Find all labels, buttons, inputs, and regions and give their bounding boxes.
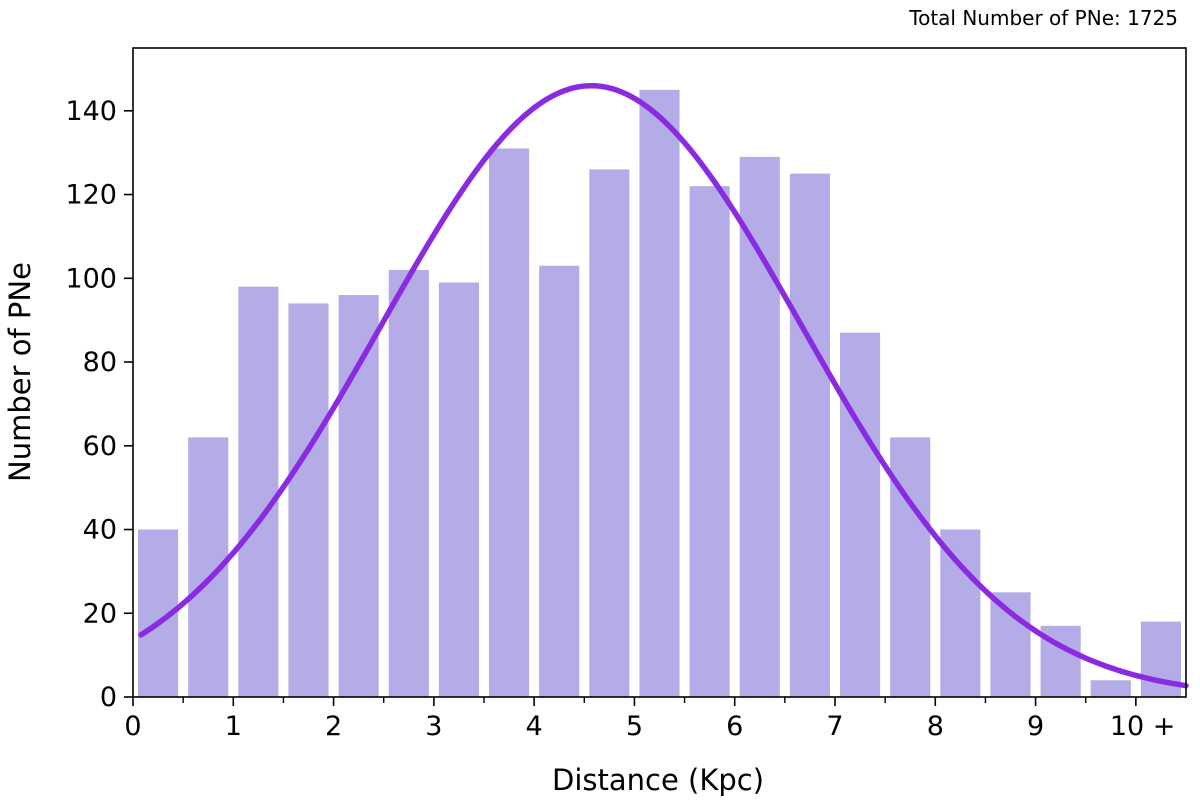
x-tick-label: 3 bbox=[425, 711, 442, 742]
histogram-bar bbox=[990, 592, 1031, 697]
x-tick-label: 0 bbox=[124, 711, 141, 742]
x-tick-label: 1 bbox=[225, 711, 242, 742]
histogram-bar bbox=[1090, 680, 1131, 697]
y-tick-label: 100 bbox=[65, 263, 117, 294]
y-tick-label: 120 bbox=[65, 180, 117, 211]
labels-layer: Total Number of PNe: 1725 Distance (Kpc)… bbox=[3, 6, 1178, 797]
y-tick-label: 60 bbox=[83, 431, 117, 462]
bars-layer bbox=[138, 89, 1181, 698]
y-tick-label: 80 bbox=[83, 347, 117, 378]
gaussian-fit-curve bbox=[138, 82, 1189, 689]
x-tick-label: 10 + bbox=[1110, 711, 1176, 742]
fit-curve-layer bbox=[138, 82, 1189, 689]
x-tick-label: 6 bbox=[726, 711, 743, 742]
histogram-bar bbox=[539, 265, 580, 697]
histogram-bar bbox=[589, 169, 630, 697]
x-tick-label: 8 bbox=[927, 711, 944, 742]
histogram-bar bbox=[940, 529, 981, 697]
x-axis-label: Distance (Kpc) bbox=[552, 763, 764, 797]
histogram-bar bbox=[739, 156, 780, 698]
total-count-annotation: Total Number of PNe: 1725 bbox=[908, 6, 1178, 30]
histogram-bar bbox=[238, 286, 279, 697]
x-tick-label: 9 bbox=[1027, 711, 1044, 742]
x-tick-label: 4 bbox=[526, 711, 543, 742]
x-tick-label: 5 bbox=[626, 711, 643, 742]
histogram-bar bbox=[388, 269, 429, 697]
y-tick-label: 20 bbox=[83, 598, 117, 629]
y-axis-label: Number of PNe bbox=[3, 262, 37, 482]
axes-layer: 0 1 2 3 4 5 6 7 8 9 10 + 0 20 40 60 80 100 120 140 bbox=[65, 47, 1187, 742]
histogram-bar bbox=[639, 89, 680, 698]
histogram-bar bbox=[789, 173, 830, 698]
plot-frame bbox=[132, 47, 1187, 698]
histogram-bar bbox=[288, 303, 329, 697]
x-tick-label: 7 bbox=[826, 711, 843, 742]
histogram-bar bbox=[489, 148, 530, 698]
y-tick-label: 0 bbox=[100, 682, 117, 713]
histogram-bar bbox=[840, 332, 881, 697]
histogram-bar bbox=[338, 295, 379, 697]
y-tick-label: 40 bbox=[83, 515, 117, 546]
histogram-bar bbox=[689, 186, 730, 698]
x-tick-label: 2 bbox=[325, 711, 342, 742]
histogram-bar bbox=[438, 282, 479, 697]
y-tick-label: 140 bbox=[65, 96, 117, 127]
histogram-bar bbox=[890, 437, 931, 697]
